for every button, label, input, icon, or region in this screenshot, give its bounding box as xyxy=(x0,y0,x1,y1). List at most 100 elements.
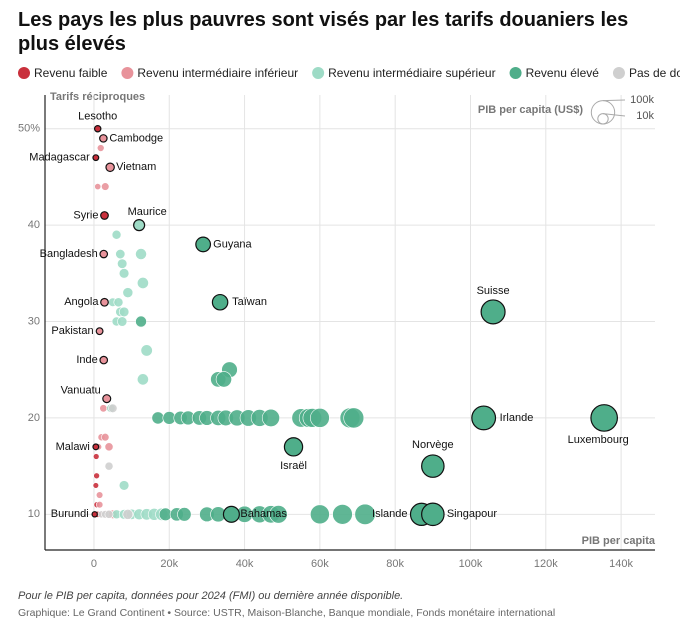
point-label: Inde xyxy=(76,354,97,366)
bubble xyxy=(115,249,126,260)
bubble xyxy=(354,503,376,525)
legend-label: Pas de données xyxy=(629,66,680,80)
point-label: Suisse xyxy=(477,285,510,297)
legend-marker xyxy=(312,67,325,79)
bubble xyxy=(118,306,130,318)
point-label: Irlande xyxy=(500,412,534,424)
legend-marker xyxy=(121,67,134,79)
bubble xyxy=(92,443,100,451)
bubble xyxy=(261,408,280,427)
bubble xyxy=(343,407,365,429)
bubble xyxy=(211,293,229,311)
bubble xyxy=(99,249,109,259)
y-tick-label: 10 xyxy=(28,508,40,520)
bubble xyxy=(195,236,212,253)
bubble xyxy=(105,162,115,173)
legend-marker xyxy=(509,67,522,79)
bubble xyxy=(118,268,130,279)
bubble xyxy=(136,277,149,289)
point-label: Luxembourg xyxy=(568,434,629,446)
bubble xyxy=(140,344,153,357)
size-legend-leader xyxy=(602,113,626,117)
x-axis-label: PIB per capita xyxy=(582,535,656,547)
size-legend-label: 100k xyxy=(630,94,654,106)
point-label: Vanuatu xyxy=(61,385,101,397)
bubble xyxy=(117,258,128,269)
legend-label: Revenu élevé xyxy=(526,66,600,80)
point-label: Lesotho xyxy=(78,111,117,123)
bubble xyxy=(94,183,102,191)
bubble xyxy=(92,453,100,460)
bubble xyxy=(95,491,104,499)
bubble xyxy=(283,437,304,457)
point-label: Guyana xyxy=(213,238,252,250)
bubble xyxy=(332,504,353,525)
point-label: Maurice xyxy=(128,206,167,218)
bubble xyxy=(104,461,114,471)
y-tick-label: 40 xyxy=(28,219,40,231)
point-label: Islande xyxy=(372,508,407,520)
bubble xyxy=(113,297,124,308)
point-label: Israël xyxy=(280,460,307,472)
bubble xyxy=(93,124,102,133)
legend-label: Revenu intermédiaire supérieur xyxy=(328,66,495,80)
bubble xyxy=(222,505,240,523)
point-label: Bahamas xyxy=(240,508,287,520)
bubble xyxy=(177,507,192,522)
legend-label: Revenu faible xyxy=(34,66,108,80)
bubble xyxy=(133,219,146,232)
source: Graphique: Le Grand Continent • Source: … xyxy=(18,607,555,619)
bubble xyxy=(269,505,288,524)
point-label: Angola xyxy=(64,296,99,308)
bubble xyxy=(95,327,104,336)
point-label: Pakistan xyxy=(51,325,93,337)
bubble xyxy=(117,316,128,327)
x-tick-label: 80k xyxy=(386,558,404,570)
x-tick-label: 40k xyxy=(236,558,254,570)
y-tick-label: 50% xyxy=(18,123,40,135)
bubble xyxy=(310,504,330,525)
bubble xyxy=(104,442,114,452)
bubble xyxy=(118,480,130,491)
point-label: Vietnam xyxy=(116,161,156,173)
legend-label: Revenu intermédiaire inférieur xyxy=(137,66,298,80)
bubble xyxy=(136,373,149,386)
size-legend-circle xyxy=(590,100,616,125)
bubble xyxy=(151,411,165,425)
bubble xyxy=(92,482,100,489)
bubble xyxy=(99,404,108,413)
note: Pour le PIB per capita, données pour 202… xyxy=(18,590,403,602)
bubble xyxy=(590,404,619,432)
bubble xyxy=(471,405,497,431)
bubble xyxy=(95,501,104,509)
size-legend-label: 10k xyxy=(636,110,654,122)
bubble xyxy=(102,394,112,404)
point-label: Cambodge xyxy=(109,132,163,144)
bubble xyxy=(480,299,506,325)
bubble xyxy=(92,154,100,162)
legend-marker xyxy=(612,67,625,79)
y-axis-label: Tarifs réciproques xyxy=(50,91,145,103)
bubble xyxy=(421,502,445,527)
bubble xyxy=(104,509,114,519)
bubble xyxy=(99,134,108,143)
bubble xyxy=(100,211,109,220)
y-tick-label: 20 xyxy=(28,412,40,424)
point-label: Norvège xyxy=(412,439,454,451)
size-legend-leader xyxy=(602,99,626,102)
bubble xyxy=(101,433,110,442)
x-tick-label: 100k xyxy=(459,558,483,570)
size-legend-circle xyxy=(597,113,609,125)
bubble xyxy=(421,454,445,478)
chart-title: Les pays les plus pauvres sont visés par… xyxy=(18,9,629,55)
bubble xyxy=(100,297,109,307)
bubble xyxy=(111,229,122,240)
bubble xyxy=(122,508,134,520)
bubble xyxy=(93,472,100,480)
size-legend-title: PIB per capita (US$) xyxy=(478,104,583,116)
x-tick-label: 0 xyxy=(91,558,97,570)
legend-marker xyxy=(18,67,30,79)
x-tick-label: 60k xyxy=(311,558,329,570)
bubble xyxy=(215,371,232,388)
point-label: Bangladesh xyxy=(40,248,98,260)
